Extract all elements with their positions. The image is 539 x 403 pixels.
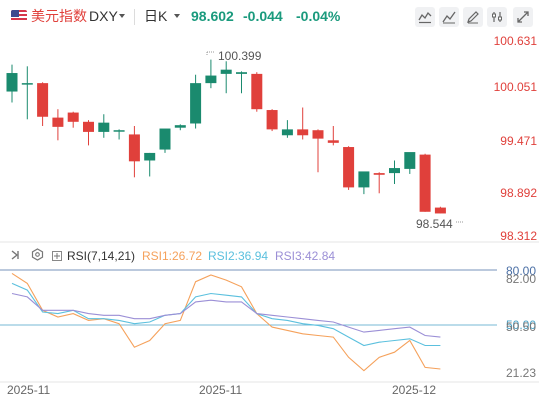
draw-pen-icon[interactable] bbox=[463, 7, 483, 27]
candle-body bbox=[67, 112, 79, 122]
candle-body bbox=[174, 125, 186, 128]
instrument-symbol[interactable]: DXY bbox=[89, 8, 118, 24]
rsi-line-rsi1 bbox=[11, 272, 441, 372]
period-dropdown-icon[interactable] bbox=[174, 14, 180, 18]
candle-body bbox=[98, 122, 110, 132]
rsi-axis-label: 50.00 bbox=[505, 318, 536, 332]
candle-body bbox=[358, 171, 370, 188]
candle-body bbox=[266, 110, 278, 130]
low-price-marker: 98.544 bbox=[416, 217, 453, 231]
price-axis-label: 100.631 bbox=[493, 34, 537, 48]
price-change: -0.044 bbox=[243, 8, 283, 24]
rsi-title[interactable]: RSI(7,14,21) bbox=[67, 249, 136, 263]
rsi2-value: RSI2:36.94 bbox=[208, 249, 269, 263]
candle-body bbox=[205, 75, 217, 84]
candle-body bbox=[52, 117, 64, 127]
instrument-name[interactable]: 美元指数 bbox=[31, 8, 87, 24]
indicator-icon[interactable] bbox=[439, 7, 459, 27]
symbol-dropdown-icon[interactable] bbox=[119, 14, 125, 18]
collapse-icon[interactable] bbox=[9, 248, 21, 266]
candle-body bbox=[236, 72, 247, 74]
candle-body bbox=[419, 154, 431, 212]
rsi-axis-label: 82.00 bbox=[505, 272, 536, 286]
candle-body bbox=[190, 83, 202, 124]
add-indicator-icon[interactable] bbox=[52, 251, 62, 261]
rsi1-value: RSI1:26.72 bbox=[142, 249, 203, 263]
candle-body bbox=[389, 168, 400, 174]
period-selector[interactable]: 日K bbox=[144, 8, 168, 24]
price-axis-label: 98.312 bbox=[500, 229, 537, 243]
rsi-legend: RSI(7,14,21) RSI1:26.72 RSI2:36.94 RSI3:… bbox=[0, 247, 400, 265]
candle-body bbox=[297, 129, 309, 136]
candle-body bbox=[37, 83, 49, 117]
price-axis-label: 99.471 bbox=[500, 134, 537, 148]
candle-body bbox=[343, 147, 355, 188]
candle-body bbox=[21, 83, 33, 85]
candle-body bbox=[83, 121, 94, 132]
candle-body bbox=[220, 69, 232, 74]
candle-body bbox=[373, 173, 385, 175]
high-price-marker: 100.399 bbox=[218, 49, 262, 63]
rsi3-value: RSI3:42.84 bbox=[275, 249, 336, 263]
candle-body bbox=[144, 152, 156, 161]
candle-body bbox=[128, 134, 140, 162]
rsi-axis-label: 50.50 bbox=[505, 320, 536, 334]
candle-body bbox=[404, 152, 416, 169]
candle-body bbox=[281, 129, 293, 136]
us-flag-icon bbox=[11, 10, 27, 22]
candle-body bbox=[251, 73, 263, 110]
candle-body bbox=[6, 73, 18, 92]
rsi-line-rsi3 bbox=[11, 292, 441, 338]
price-change-percent: -0.04% bbox=[296, 8, 341, 24]
divider bbox=[134, 9, 135, 25]
fullscreen-icon[interactable] bbox=[513, 7, 533, 27]
time-axis-label: 2025-11 bbox=[199, 383, 243, 397]
price-axis-label: 100.051 bbox=[493, 80, 537, 94]
time-axis-label: 2025-11 bbox=[7, 383, 51, 397]
candle-body bbox=[434, 207, 446, 214]
indicator-settings-icon[interactable] bbox=[31, 248, 44, 266]
rsi-axis-label: 80.00 bbox=[505, 264, 536, 278]
candle-body bbox=[159, 128, 171, 150]
high-marker-line bbox=[206, 51, 215, 56]
settings-icon[interactable] bbox=[487, 7, 507, 27]
line-chart-icon[interactable] bbox=[415, 7, 435, 27]
chart-toolbar: 美元指数 DXY 日K 98.602 -0.044 -0.04% bbox=[0, 0, 539, 33]
rsi-line-rsi2 bbox=[11, 282, 441, 347]
price-axis-label: 98.892 bbox=[500, 186, 537, 200]
candle-body bbox=[327, 140, 339, 143]
candle-body bbox=[113, 130, 125, 132]
last-price: 98.602 bbox=[191, 8, 234, 24]
candle-body bbox=[312, 130, 324, 139]
time-axis-label: 2025-12 bbox=[392, 383, 437, 397]
rsi-axis-label: 21.23 bbox=[505, 366, 536, 380]
